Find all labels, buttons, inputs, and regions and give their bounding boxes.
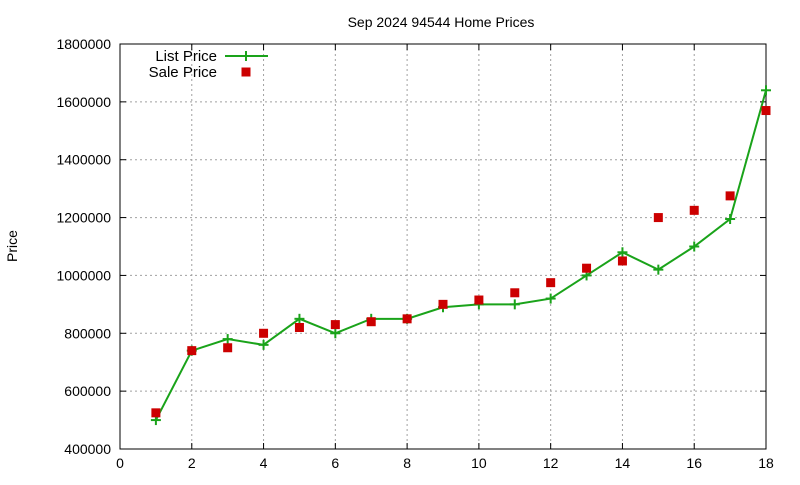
y-tick-label: 400000 — [64, 441, 111, 457]
grid — [120, 44, 766, 449]
sale-price-point — [187, 346, 197, 356]
x-tick-label: 4 — [260, 455, 268, 471]
x-tick-label: 10 — [471, 455, 487, 471]
list-price-point — [258, 339, 269, 350]
sale-price-point — [617, 256, 627, 266]
sale-price-point — [582, 263, 592, 273]
list-price-point — [294, 313, 305, 324]
list-price-point — [689, 241, 700, 252]
y-tick-label: 1000000 — [56, 267, 111, 283]
list-price-point — [617, 247, 628, 258]
list-price-point — [761, 85, 771, 96]
y-axis-label: Price — [4, 230, 20, 262]
sale-price-point — [689, 205, 699, 215]
list-price-point — [725, 214, 736, 225]
chart-title: Sep 2024 94544 Home Prices — [348, 14, 535, 30]
sale-price-point — [438, 299, 448, 309]
sale-price-point — [546, 278, 556, 288]
x-tick-label: 2 — [188, 455, 196, 471]
x-tick-label: 8 — [403, 455, 411, 471]
y-tick-label: 1600000 — [56, 94, 111, 110]
x-tick-label: 14 — [615, 455, 631, 471]
y-tick-label: 600000 — [64, 383, 111, 399]
sale-price-point — [725, 191, 735, 201]
sale-price-point — [510, 288, 520, 298]
legend-list-price-marker — [241, 51, 251, 61]
list-price-point — [545, 293, 556, 304]
legend-sale-price-marker — [241, 67, 251, 77]
x-tick-label: 6 — [331, 455, 339, 471]
sale-price-point — [223, 343, 233, 353]
list-price-point — [509, 299, 520, 310]
x-tick-label: 16 — [686, 455, 702, 471]
y-tick-label: 800000 — [64, 325, 111, 341]
x-tick-label: 18 — [758, 455, 774, 471]
sale-price-point — [151, 408, 161, 418]
list-price-line — [155, 90, 767, 421]
legend-list-price-label: List Price — [155, 48, 217, 65]
sale-price-point — [366, 317, 376, 327]
plot-frame — [119, 43, 767, 450]
sale-price-point — [402, 314, 412, 324]
list-price-point — [222, 334, 233, 345]
y-tick-label: 1800000 — [56, 36, 111, 52]
sale-price-point — [761, 106, 771, 116]
x-tick-label: 12 — [543, 455, 559, 471]
sale-price-point — [259, 328, 269, 338]
series-area — [150, 85, 771, 426]
sale-price-point — [474, 295, 484, 305]
y-tick-label: 1200000 — [56, 210, 111, 226]
legend-sale-price-label: Sale Price — [149, 64, 217, 81]
axes: 0 2 4 6 8 10 12 14 16 18 400000 600000 800000 1000000… — [56, 36, 774, 471]
list-price-point — [653, 264, 664, 275]
y-tick-label: 1400000 — [56, 152, 111, 168]
sale-price-point — [653, 213, 663, 223]
sale-price-point — [294, 323, 304, 332]
x-tick-label: 0 — [116, 455, 124, 471]
list-price-point — [330, 328, 341, 339]
sale-price-point — [330, 320, 340, 330]
